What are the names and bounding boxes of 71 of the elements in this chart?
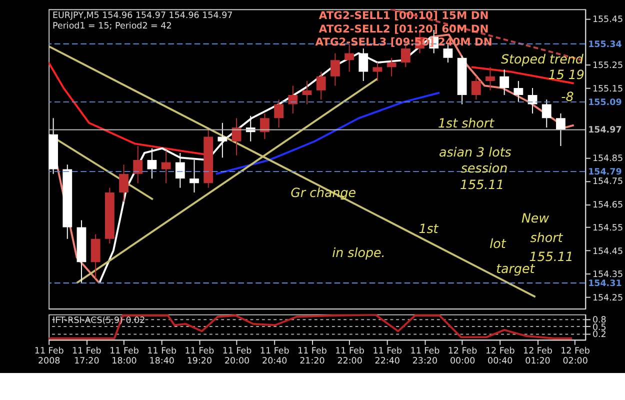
line-series (48, 314, 573, 340)
ref-line-label: 154.97 (588, 126, 622, 136)
annotation: 1st short (438, 115, 496, 130)
y-tick-label: 154.65 (592, 200, 623, 210)
annotation: -8 (561, 89, 574, 104)
candlestick (386, 57, 396, 77)
annotation: lot (490, 236, 507, 252)
y-tick-label: 154.85 (592, 154, 623, 164)
candlestick (500, 68, 510, 96)
x-tick-label: 11 Feb 22:40 (372, 346, 402, 366)
candlestick (302, 80, 312, 105)
candlestick (358, 48, 368, 82)
x-tick-label: 12 Feb 02:00 (560, 346, 590, 366)
annotation: short (530, 230, 564, 246)
y-tick-label: 155.25 (592, 61, 623, 72)
candlestick (161, 150, 171, 184)
annotation: in slope. (332, 244, 386, 260)
candlestick (514, 80, 524, 102)
x-tick-label: 11 Feb 17:20 (72, 346, 102, 366)
y-tick-label: 154.35 (592, 270, 623, 280)
annotation: Stoped trend (501, 51, 584, 66)
y-tick-label: 154.55 (592, 224, 623, 234)
candlestick (147, 148, 157, 180)
y-tick-label: 154.25 (592, 293, 623, 304)
ref-line-label: 154.79 (588, 167, 622, 178)
annotation: ATG2-SELL2 [01:20] 60M DN (318, 22, 489, 36)
candlestick (471, 76, 481, 100)
x-tick-label: 11 Feb 20:00 (222, 346, 252, 366)
line-series (214, 92, 440, 175)
x-tick-label: 11 Feb 21:20 (298, 346, 328, 366)
candlestick (90, 234, 100, 279)
x-tick-label: 11 Feb 19:20 (184, 346, 215, 366)
ref-line-label: 155.09 (588, 98, 622, 108)
candlestick (316, 71, 326, 100)
x-tick-label: 11 Feb 23:20 (410, 346, 440, 366)
x-tick-label: 11 Feb 18:00 (110, 346, 140, 366)
y-tick-label: 155.45 (592, 14, 623, 25)
y-tick-label: 0.2 (592, 330, 606, 340)
text: Period1 = 15; Period2 = 42 (52, 22, 172, 32)
x-tick-label: 11 Feb 18:40 (147, 346, 177, 366)
annotation: New (521, 210, 550, 226)
y-tick-label: 154.45 (592, 246, 623, 257)
y-tick-label: 154.75 (592, 177, 623, 188)
y-tick-label: 155.15 (592, 84, 623, 94)
annotation: asian 3 lots (438, 144, 512, 160)
x-tick-label: 11 Feb 22:00 (335, 346, 365, 366)
candlestick (288, 85, 298, 114)
ref-line-label: 154.31 (588, 278, 622, 289)
candlestick (133, 146, 143, 184)
chart-title: EURJPY,M5 154.96 154.97 154.96 154.97 (52, 10, 233, 21)
annotation: 1st (418, 221, 440, 236)
x-tick-label: 11 Feb 2008 (34, 346, 64, 366)
x-tick-label: 12 Feb 00:00 (448, 346, 478, 366)
candlestick (542, 99, 552, 128)
candlestick (190, 159, 199, 193)
annotation: 155.11 (460, 177, 504, 192)
candlestick (528, 88, 538, 114)
candlestick (486, 66, 495, 91)
candlestick (260, 113, 270, 140)
candlestick (175, 152, 185, 188)
candlestick (218, 122, 228, 158)
x-tick-label: 12 Feb 01:20 (523, 346, 553, 366)
x-tick-label: 12 Feb 00:40 (485, 346, 516, 366)
ref-line-label: 155.34 (588, 40, 622, 50)
candlestick (372, 62, 382, 82)
candlestick (330, 52, 340, 86)
annotation: 15 19 (548, 67, 584, 82)
candlestick (119, 164, 128, 202)
candlestick (556, 113, 566, 147)
candlestick (274, 99, 284, 128)
x-tick-label: 11 Feb 20:40 (260, 346, 290, 366)
